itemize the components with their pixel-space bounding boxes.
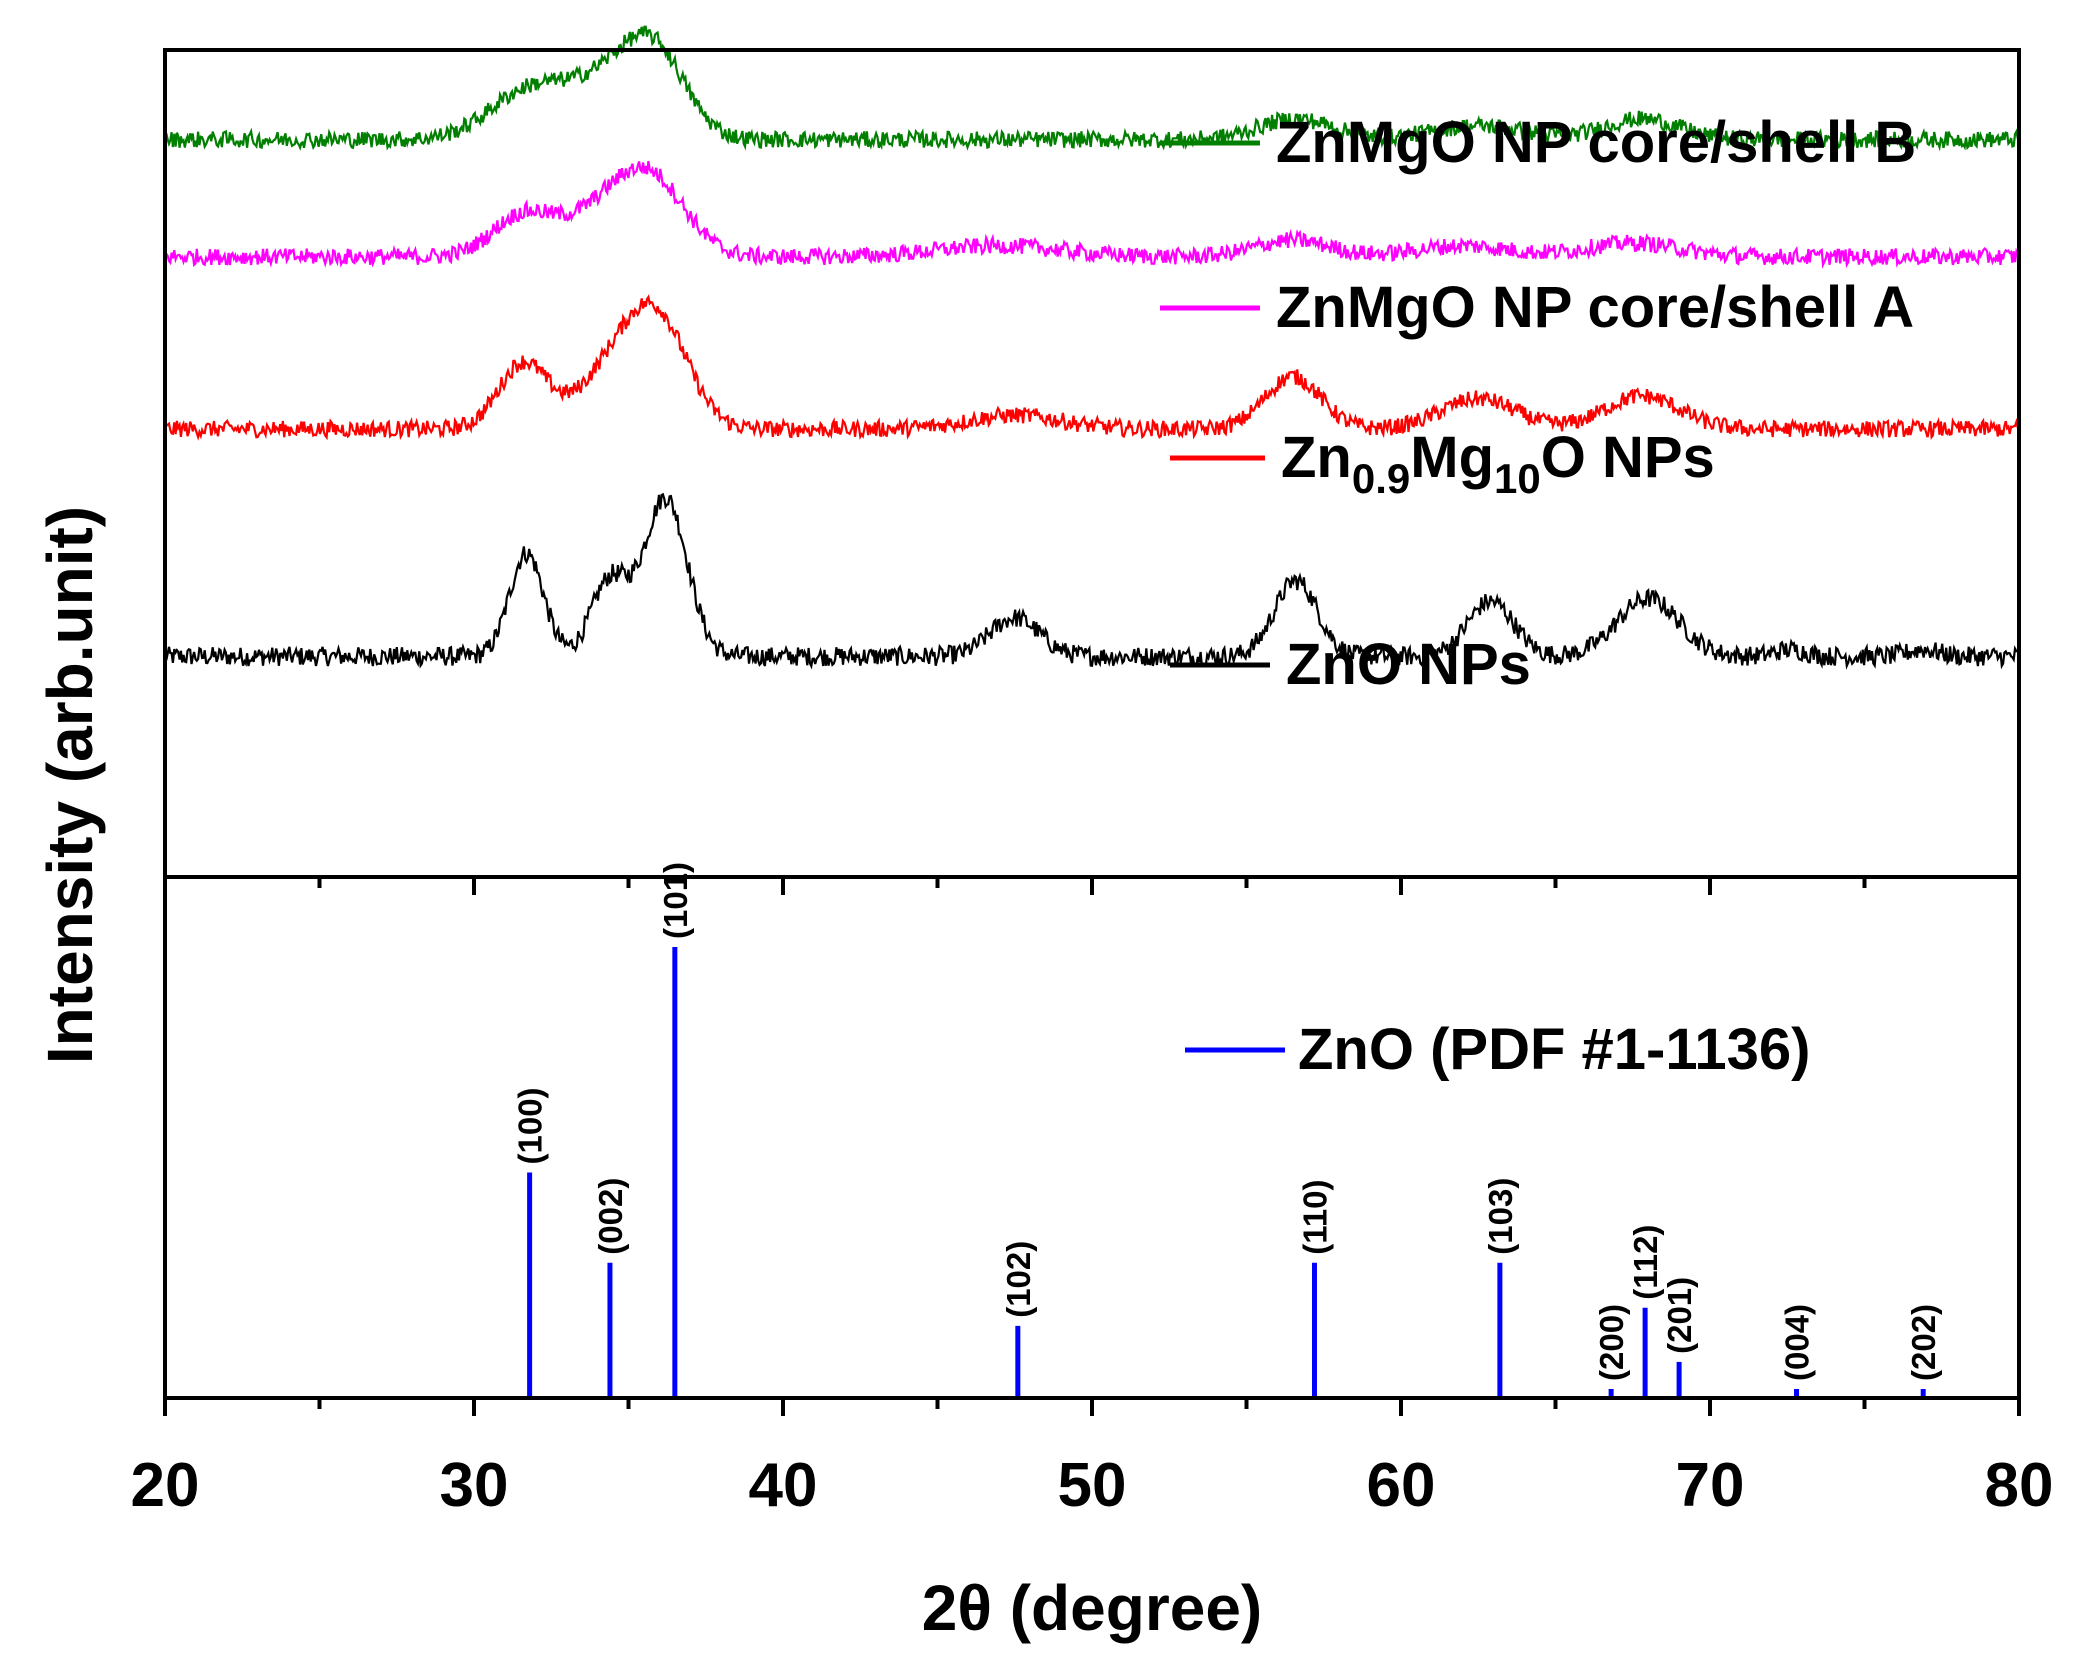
legend: ZnMgO NP core/shell B ZnMgO NP core/shel…	[1160, 110, 1916, 1082]
reference-peak-label: (202)	[1905, 1304, 1942, 1381]
reference-peak-label: (100)	[512, 1087, 549, 1164]
x-axis-ticks	[163, 877, 2021, 1416]
top-panel-series	[163, 25, 2021, 670]
series-trace-1	[163, 294, 2020, 441]
series-trace-0	[163, 492, 2020, 670]
x-tick-label: 80	[1985, 1451, 2054, 1520]
x-tick-label: 50	[1058, 1451, 1127, 1520]
reference-peak-label: (200)	[1593, 1304, 1630, 1381]
x-axis-tick-labels: 20 30 40 50 60 70 80	[131, 1451, 2054, 1520]
bottom-panel-frame	[163, 875, 2021, 1400]
reference-peak-label: (101)	[657, 862, 694, 939]
series-trace-3	[163, 25, 2020, 152]
reference-peak-label: (112)	[1627, 1225, 1664, 1300]
legend-label-core-shell-b: ZnMgO NP core/shell B	[1276, 110, 1916, 175]
series-trace-2	[164, 160, 2021, 269]
x-axis-title: 2θ (degree)	[922, 1572, 1262, 1644]
y-axis-title: Intensity (arb.unit)	[34, 506, 106, 1064]
reference-peak-labels: (100) (002) (101) (102) (110) (103) (200) (112)…	[512, 862, 1943, 1381]
x-tick-label: 60	[1367, 1451, 1436, 1520]
reference-peak-label: (004)	[1779, 1304, 1816, 1381]
legend-label-znmgo-nps: Zn0.9Mg10O NPs	[1281, 425, 1715, 502]
legend-label-core-shell-a: ZnMgO NP core/shell A	[1276, 275, 1914, 340]
legend-label-zno-pdf: ZnO (PDF #1-1136)	[1298, 1017, 1810, 1082]
legend-label-zno-nps: ZnO NPs	[1286, 632, 1531, 697]
reference-peak-label: (110)	[1297, 1179, 1334, 1254]
reference-peak-label: (002)	[592, 1178, 629, 1255]
reference-peak-bars	[527, 947, 1926, 1398]
x-tick-label: 30	[440, 1451, 509, 1520]
x-tick-label: 40	[749, 1451, 818, 1520]
reference-peak-label: (201)	[1661, 1277, 1698, 1354]
x-tick-label: 20	[131, 1451, 200, 1520]
x-tick-label: 70	[1676, 1451, 1745, 1520]
reference-peak-label: (102)	[1000, 1241, 1037, 1318]
reference-peak-label: (103)	[1482, 1178, 1519, 1255]
